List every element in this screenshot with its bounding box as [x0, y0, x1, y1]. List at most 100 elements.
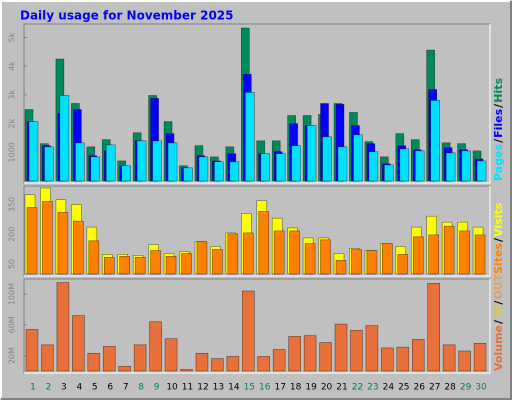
- x-tick-label: 20: [321, 383, 333, 393]
- bar: [87, 353, 101, 372]
- y-tick-label: 5k: [8, 32, 17, 42]
- plot-edge: [24, 186, 491, 277]
- y-tick-label: 200: [8, 227, 17, 242]
- bar: [59, 95, 70, 182]
- bar: [412, 236, 424, 275]
- bar: [226, 356, 240, 372]
- bar: [473, 343, 487, 372]
- bar: [134, 257, 146, 275]
- bar: [289, 230, 300, 275]
- bar: [72, 315, 85, 372]
- bar: [304, 243, 316, 275]
- y-tick-label: 50: [8, 259, 17, 269]
- bar: [273, 230, 285, 275]
- bar: [368, 151, 379, 182]
- x-tick-label: 24: [383, 383, 395, 393]
- legend-separator: /: [492, 138, 505, 143]
- bar: [258, 211, 270, 275]
- bar: [133, 344, 147, 372]
- bar: [275, 153, 286, 182]
- bar: [119, 256, 130, 275]
- bar: [136, 140, 147, 182]
- plot-edge: [24, 24, 491, 184]
- bar: [397, 254, 409, 275]
- bar: [102, 346, 116, 372]
- x-tick-label: 11: [182, 383, 193, 393]
- y-tick-label: 100M: [8, 283, 17, 305]
- x-tick-label: 30: [475, 383, 487, 393]
- x-tick-label: 13: [213, 383, 224, 393]
- legend-label: Volume: [492, 325, 505, 371]
- bar: [152, 140, 162, 182]
- bar: [365, 325, 379, 372]
- bar: [118, 366, 131, 372]
- bar: [73, 220, 84, 275]
- bar: [366, 250, 378, 275]
- bar: [443, 225, 455, 275]
- x-tick-label: 6: [107, 383, 113, 393]
- bar: [245, 92, 255, 182]
- plot-edge: [24, 279, 491, 374]
- x-tick-label: 2: [46, 383, 52, 393]
- bar: [428, 234, 440, 275]
- legend-label: Sites: [492, 243, 505, 274]
- y-tick-label: 350: [8, 197, 17, 212]
- bar: [164, 338, 178, 372]
- bar: [476, 160, 487, 182]
- x-tick-label: 12: [197, 383, 208, 393]
- bar: [229, 161, 240, 182]
- bar: [121, 165, 131, 182]
- bar: [183, 167, 193, 182]
- bar: [26, 207, 38, 275]
- x-tick-label: 23: [367, 383, 378, 393]
- bar: [384, 164, 394, 182]
- bar: [57, 212, 69, 275]
- legend-label: OUT: [492, 273, 505, 299]
- legend-separator: /: [492, 237, 505, 242]
- bar: [382, 243, 393, 275]
- bar: [306, 125, 317, 182]
- bar: [291, 145, 301, 182]
- legend-label: Files: [492, 108, 505, 138]
- legend-label: Hits: [492, 78, 505, 103]
- bar: [195, 353, 209, 372]
- x-tick-label: 9: [154, 383, 160, 393]
- x-tick-label: 4: [76, 383, 82, 393]
- y-tick-label: 20M: [8, 347, 17, 364]
- legend-label: IN: [492, 306, 505, 319]
- x-tick-label: 7: [123, 383, 129, 393]
- bar: [167, 142, 178, 182]
- bar: [28, 121, 39, 182]
- bar: [322, 136, 332, 182]
- bar: [288, 336, 301, 372]
- bar: [381, 347, 394, 372]
- x-tick-label: 14: [228, 383, 240, 393]
- bar: [459, 230, 470, 275]
- bar: [353, 134, 363, 182]
- chart-title: Daily usage for November 2025: [20, 9, 234, 23]
- bar: [430, 100, 441, 182]
- legend-label: Visits: [492, 202, 505, 237]
- x-tick-label: 28: [444, 383, 456, 393]
- bar: [442, 344, 456, 372]
- y-tick-label: 3k: [8, 90, 17, 100]
- bar: [56, 282, 70, 372]
- bar: [303, 335, 317, 372]
- x-tick-label: 29: [460, 383, 472, 393]
- x-tick-label: 10: [166, 383, 178, 393]
- bar: [41, 344, 54, 372]
- legend-separator: /: [492, 103, 505, 108]
- x-tick-label: 25: [398, 383, 409, 393]
- legend-label: Pages: [492, 143, 505, 181]
- bar: [165, 256, 177, 275]
- bar: [149, 321, 162, 372]
- x-tick-label: 8: [138, 383, 144, 393]
- bar: [319, 342, 332, 372]
- bar: [257, 356, 271, 372]
- bar: [350, 329, 363, 372]
- bar: [458, 350, 471, 372]
- bar: [396, 346, 410, 372]
